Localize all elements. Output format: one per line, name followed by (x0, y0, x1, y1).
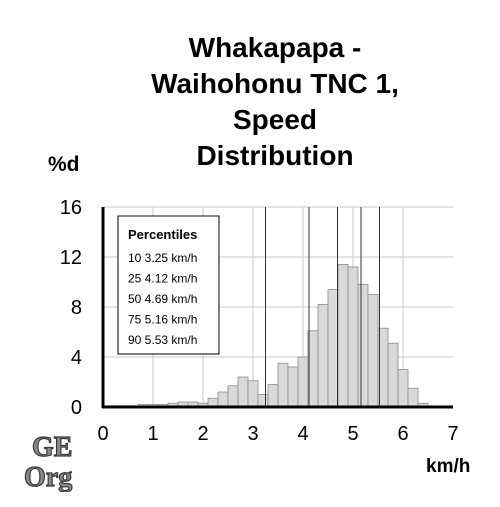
title-line-2: Waihohonu TNC 1, (151, 68, 399, 99)
title-line-4: Distribution (196, 140, 354, 171)
x-tick-label: 7 (447, 423, 458, 445)
histogram-bar (407, 387, 419, 408)
title-line-1: Whakapapa - (188, 32, 362, 63)
logo-text-top: GE (32, 432, 72, 463)
histogram-bar (347, 266, 359, 408)
histogram-bar (367, 294, 379, 408)
histogram-bar (217, 391, 229, 408)
x-axis-label: km/h (426, 456, 471, 477)
x-tick-label: 0 (97, 423, 108, 445)
chart-title: Whakapapa - Waihohonu TNC 1, Speed Distr… (90, 30, 460, 174)
y-tick-label: 16 (60, 197, 82, 219)
histogram-bar (227, 385, 239, 408)
percentile-entry: 90 5.53 km/h (128, 333, 197, 347)
y-axis-label: %d (48, 153, 80, 176)
title-line-3: Speed (232, 104, 318, 135)
percentile-entry: 10 3.25 km/h (128, 251, 197, 265)
histogram-bar (267, 384, 279, 408)
histogram-bar (237, 376, 249, 408)
y-tick-label: 4 (71, 347, 82, 369)
percentiles-box (117, 215, 220, 355)
histogram-bar (387, 342, 399, 408)
x-tick-label: 3 (247, 423, 258, 445)
x-tick-label: 4 (297, 423, 308, 445)
geo-logo: GE Org (23, 431, 73, 492)
y-tick-label: 12 (60, 247, 82, 269)
histogram-bar (327, 289, 339, 408)
histogram-bar (297, 356, 309, 408)
logo-text-bottom: Org (24, 462, 72, 492)
histogram-bar (317, 304, 329, 408)
histogram-bar (357, 284, 369, 408)
percentile-entry: 75 5.16 km/h (128, 313, 197, 327)
y-tick-label: 0 (71, 397, 82, 419)
histogram-bar (247, 380, 259, 408)
histogram-bar (287, 366, 299, 408)
histogram-bar (397, 369, 409, 408)
x-tick-label: 6 (397, 423, 408, 445)
percentile-entry: 25 4.12 km/h (128, 272, 197, 286)
percentiles-title: Percentiles (128, 227, 197, 242)
histogram-bar (337, 264, 349, 408)
histogram-bar (277, 362, 289, 408)
x-tick-label: 1 (147, 423, 158, 445)
histogram-bar (257, 394, 269, 408)
y-tick-label: 8 (71, 297, 82, 319)
x-tick-label: 2 (197, 423, 208, 445)
x-tick-label: 5 (347, 423, 358, 445)
percentile-entry: 50 4.69 km/h (128, 292, 197, 306)
